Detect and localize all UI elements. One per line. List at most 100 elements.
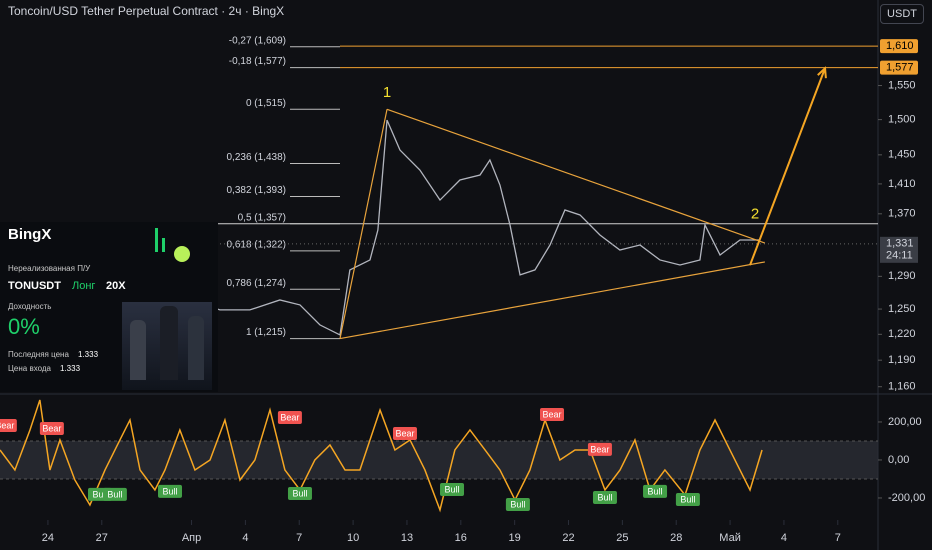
y-tick-label: 1,410 xyxy=(888,178,916,190)
signal-label: Bull xyxy=(92,489,107,499)
entry-price: 1.333 xyxy=(60,364,81,373)
signal-label: Bull xyxy=(162,486,177,496)
x-tick-label: 4 xyxy=(781,532,787,544)
signal-badge xyxy=(102,487,127,501)
signal-badge xyxy=(643,484,668,498)
last-price-badge xyxy=(880,236,918,263)
last-price-timer: 24:11 xyxy=(886,250,913,262)
currency-button[interactable]: USDT xyxy=(880,4,924,24)
oscillator-band xyxy=(0,440,878,479)
y-tick-label: 1,190 xyxy=(888,354,916,366)
signal-label: Bull xyxy=(445,484,460,494)
y-tick-label: 0,00 xyxy=(888,454,909,466)
x-tick-label: 25 xyxy=(616,532,628,544)
y-tick-label: 1,550 xyxy=(888,79,916,91)
signal-label: Bull xyxy=(292,488,307,498)
y-tick-label: 1,220 xyxy=(888,328,916,340)
return-label: Доходность xyxy=(8,302,52,311)
x-tick-label: 7 xyxy=(835,532,841,544)
price-badge xyxy=(880,60,918,75)
trend-line xyxy=(386,108,766,244)
pnl-label: Нереализованная П/У xyxy=(8,264,91,273)
signal-badge xyxy=(287,486,312,500)
y-tick-label: 1,450 xyxy=(888,149,916,161)
fib-label: 0,236 (1,438) xyxy=(227,152,287,163)
decor xyxy=(162,238,165,252)
signal-label: Bear xyxy=(0,420,14,430)
x-tick-label: 28 xyxy=(670,532,682,544)
x-tick-label: 22 xyxy=(562,532,574,544)
signal-badge xyxy=(39,422,64,436)
x-tick-label: 24 xyxy=(42,532,54,544)
x-tick-label: 7 xyxy=(296,532,302,544)
signal-label: Bull xyxy=(680,494,695,504)
x-tick-label: 19 xyxy=(509,532,521,544)
signal-badge xyxy=(157,484,182,498)
signal-label: Bear xyxy=(542,409,561,419)
signal-label: Bear xyxy=(42,423,61,433)
last-price-label: 1,331 xyxy=(886,238,914,250)
x-tick-label: Май xyxy=(719,532,741,544)
price-badge-label: 1,610 xyxy=(886,40,914,52)
signal-label: Bear xyxy=(280,412,299,422)
x-tick-label: 10 xyxy=(347,532,359,544)
fib-label: 1 (1,215) xyxy=(246,327,286,338)
trend-line xyxy=(339,261,766,340)
signal-badge xyxy=(440,482,465,496)
x-tick-label: 13 xyxy=(401,532,413,544)
y-tick-label: 200,00 xyxy=(888,416,922,428)
signal-label: Bull xyxy=(648,486,663,496)
brand: BingX xyxy=(8,226,52,243)
x-tick-label: 4 xyxy=(242,532,248,544)
signal-badge xyxy=(540,407,565,421)
fib-label: 0,786 (1,274) xyxy=(227,278,287,289)
y-tick-label: 1,370 xyxy=(888,208,916,220)
oscillator-line xyxy=(0,399,763,513)
signal-label: Bull xyxy=(107,489,122,499)
price-badge-label: 1,577 xyxy=(886,62,914,74)
return-value: 0% xyxy=(8,314,40,339)
decor xyxy=(174,246,190,262)
signal-badge xyxy=(587,442,612,456)
arrow-head xyxy=(817,66,827,79)
projection-arrow xyxy=(749,67,826,266)
entry-label: Цена входа xyxy=(8,364,52,373)
y-tick-label: -200,00 xyxy=(888,492,925,504)
signal-badge xyxy=(675,493,700,507)
y-tick-label: 1,250 xyxy=(888,303,916,315)
fib-label: 0,382 (1,393) xyxy=(227,185,287,196)
fib-label: 0,5 (1,357) xyxy=(238,212,286,223)
signal-badge xyxy=(392,426,417,440)
leverage: 20X xyxy=(106,280,126,292)
y-tick-label: 1,290 xyxy=(888,270,916,282)
signal-label: Bear xyxy=(590,444,609,454)
signal-label: Bull xyxy=(510,499,525,509)
y-tick-label: 1,160 xyxy=(888,381,916,393)
symbol: TONUSDT xyxy=(8,280,61,292)
fib-label: 0,618 (1,322) xyxy=(227,240,287,251)
signal-badge xyxy=(592,490,617,504)
promo-widget: BingX Нереализованная П/У TONUSDT Лонг 2… xyxy=(0,222,218,392)
signal-label: Bear xyxy=(395,428,414,438)
wave-label: 1 xyxy=(383,84,391,101)
side: Лонг xyxy=(72,280,96,292)
last-price-label: Последняя цена xyxy=(8,350,69,359)
fib-label: -0,27 (1,609) xyxy=(229,35,286,46)
y-tick-label: 1,500 xyxy=(888,114,916,126)
fib-label: -0,18 (1,577) xyxy=(229,56,286,67)
decor xyxy=(155,228,158,252)
signal-badge xyxy=(0,418,17,432)
wave-label: 2 xyxy=(751,206,759,223)
x-tick-label: 27 xyxy=(96,532,108,544)
x-tick-label: 16 xyxy=(455,532,467,544)
symbol-title: Toncoin/USD Tether Perpetual Contract · … xyxy=(8,4,285,18)
signal-badge xyxy=(505,497,530,511)
signal-label: Bull xyxy=(597,492,612,502)
trend-line xyxy=(339,109,388,339)
fib-label: 0 (1,515) xyxy=(246,98,286,109)
signal-badge xyxy=(277,410,302,424)
last-price: 1.333 xyxy=(78,350,99,359)
price-badge xyxy=(880,39,918,54)
